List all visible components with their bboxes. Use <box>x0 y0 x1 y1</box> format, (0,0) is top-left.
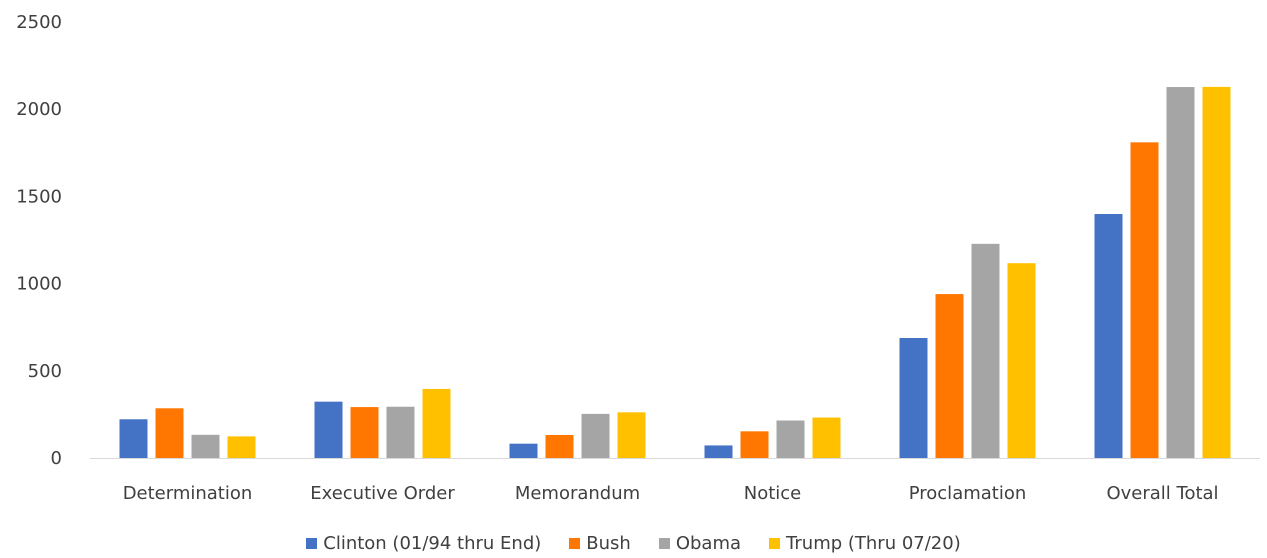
bar <box>191 434 220 458</box>
legend-label-trump: Trump (Thru 07/20) <box>786 533 961 554</box>
bar <box>509 443 538 458</box>
bar <box>617 412 646 458</box>
bar-chart-plot: 0 500 1000 1500 2000 2500 Determination Executi… <box>16 12 1260 504</box>
bar <box>812 417 841 458</box>
bar <box>314 401 343 458</box>
legend-swatch-clinton <box>306 538 318 549</box>
bar <box>971 243 1000 458</box>
x-tick-label: Determination <box>123 483 253 504</box>
legend-label-obama: Obama <box>675 533 742 554</box>
bar <box>1202 86 1231 458</box>
bar <box>1130 142 1159 458</box>
legend-swatch-trump <box>769 538 781 549</box>
bar <box>1094 214 1123 458</box>
x-tick-label: Proclamation <box>909 483 1027 504</box>
x-tick-label: Executive Order <box>310 483 455 504</box>
bar <box>386 406 415 458</box>
legend-label-bush: Bush <box>586 533 631 554</box>
bar <box>227 436 256 458</box>
bar <box>155 408 184 458</box>
x-tick-label: Overall Total <box>1106 483 1218 504</box>
y-tick-label: 2500 <box>16 12 62 33</box>
legend-item-trump: Trump (Thru 07/20) <box>769 533 961 554</box>
legend-item-clinton: Clinton (01/94 thru End) <box>306 533 541 554</box>
legend-swatch-obama <box>658 538 670 549</box>
bar <box>704 445 733 458</box>
bar <box>422 388 451 458</box>
bar <box>350 407 379 458</box>
bar <box>935 294 964 458</box>
x-tick-label: Notice <box>744 483 802 504</box>
bar <box>899 338 928 458</box>
legend: Clinton (01/94 thru End) Bush Obama Trum… <box>0 533 1267 554</box>
y-tick-label: 1000 <box>16 274 62 295</box>
bar <box>1007 263 1036 458</box>
bar <box>776 420 805 458</box>
legend-swatch-bush <box>569 538 581 549</box>
legend-item-obama: Obama <box>658 533 742 554</box>
bar <box>740 431 769 458</box>
bar <box>545 434 574 458</box>
y-tick-label: 0 <box>51 448 62 469</box>
x-tick-label: Memorandum <box>515 483 640 504</box>
bar <box>1166 87 1195 458</box>
legend-label-clinton: Clinton (01/94 thru End) <box>323 533 542 554</box>
y-tick-label: 500 <box>28 361 62 382</box>
y-tick-label: 2000 <box>16 99 62 120</box>
legend-item-bush: Bush <box>569 533 631 554</box>
y-tick-label: 1500 <box>16 186 62 207</box>
bar <box>581 413 610 458</box>
bar <box>119 419 148 458</box>
